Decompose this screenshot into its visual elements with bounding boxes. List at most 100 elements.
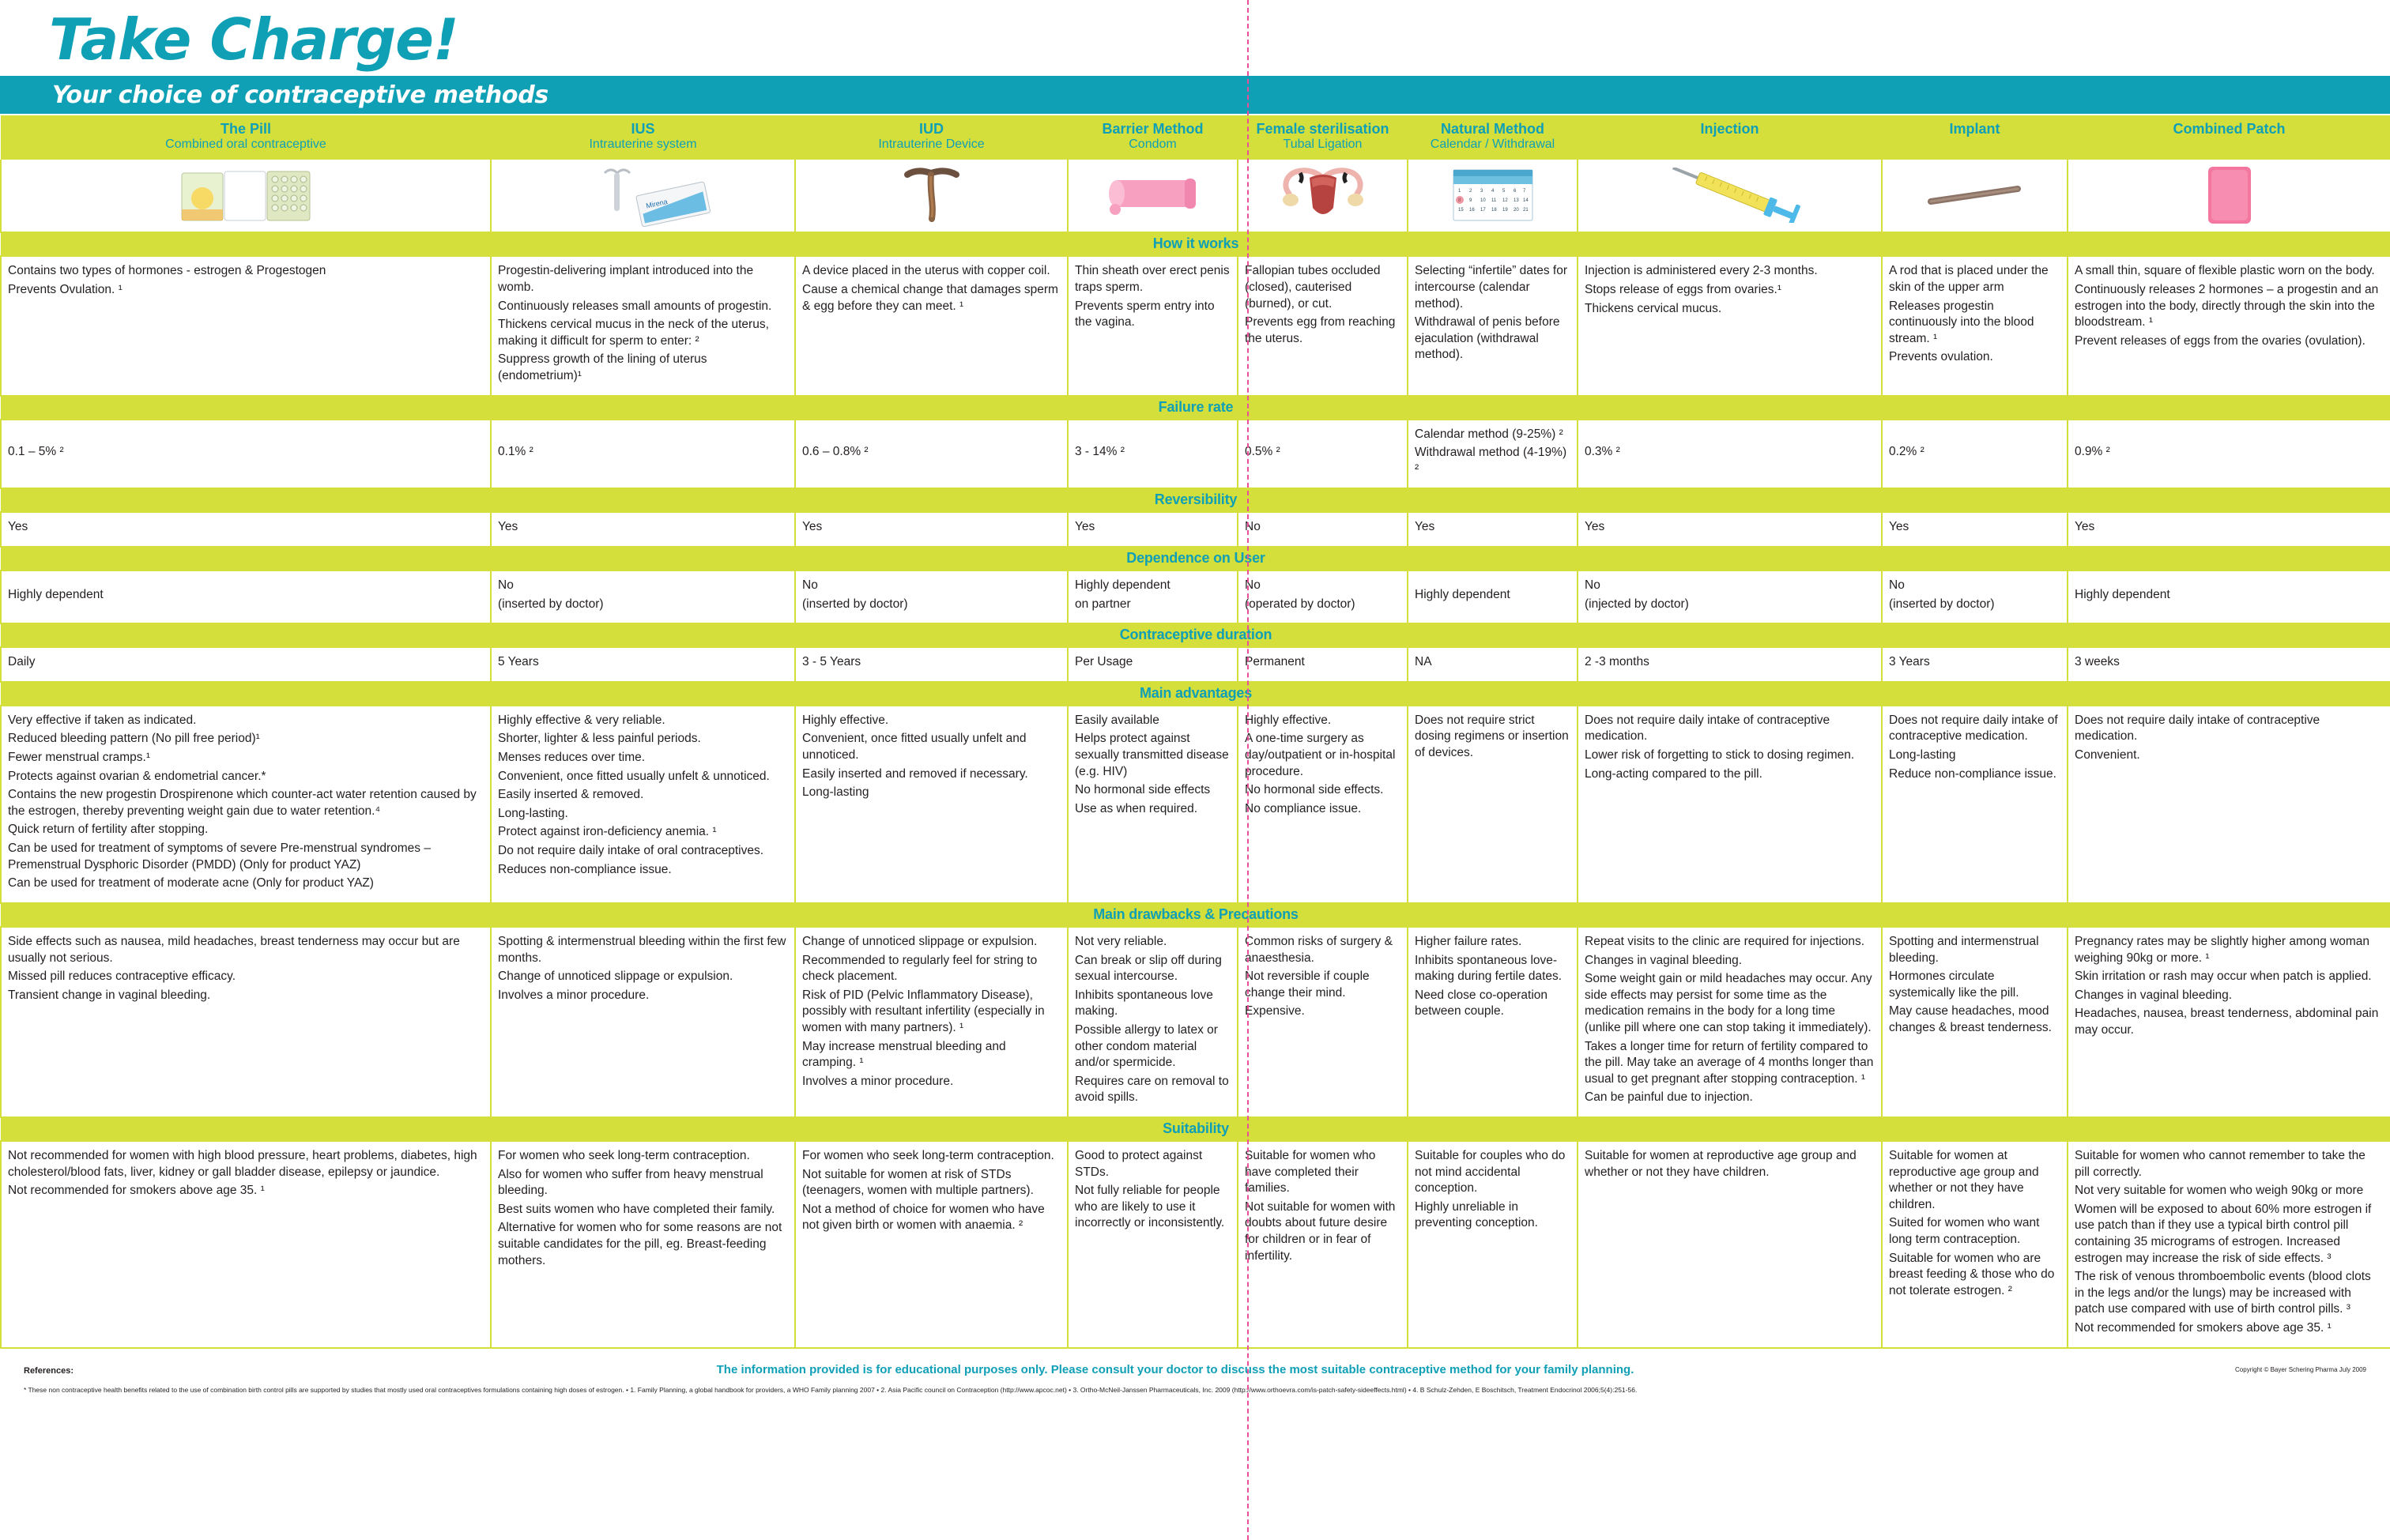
- cell-line: Long-lasting: [1889, 748, 1956, 762]
- svg-text:3: 3: [1480, 189, 1483, 194]
- cell-drawbacks-natural-method: Higher failure rates. Inhibits spontaneou…: [1407, 925, 1578, 1119]
- condom-icon: [1070, 161, 1235, 229]
- cell-line: Suitable for women who are breast feedin…: [1889, 1251, 2055, 1297]
- masthead: Take Charge!: [0, 0, 2390, 68]
- cell-line: Skin irritation or rash may occur when p…: [2075, 970, 2372, 984]
- column-title: IUS: [631, 121, 655, 137]
- cell-line: 0.1 – 5% ²: [8, 444, 64, 458]
- cell-line: Selecting “infertile” dates for intercou…: [1415, 264, 1567, 311]
- section-data-row-how-it-works: Contains two types of hormones - estroge…: [0, 255, 2390, 397]
- cell-line: Some weight gain or mild headaches may o…: [1585, 972, 1872, 1034]
- cell-line: Suitable for women at reproductive age g…: [1585, 1149, 1857, 1179]
- section-band-row: Suitability: [1, 1117, 2390, 1141]
- image-cell-iud: [794, 160, 1069, 234]
- cell-drawbacks-female-sterilisation: Common risks of surgery & anaesthesia. No…: [1237, 925, 1408, 1119]
- cell-line: Can be used for treatment of symptoms of…: [8, 842, 431, 872]
- image-cell-the-pill: [0, 160, 492, 234]
- cell-line: Hormones circulate systemically like the…: [1889, 970, 2019, 1000]
- column-subtitle: Intrauterine system: [589, 137, 697, 151]
- section-data-row-failure-rate: 0.1 – 5% ² 0.1% ² 0.6 – 0.8% ² 3 - 14% ²…: [0, 418, 2390, 490]
- cell-drawbacks-iud: Change of unnoticed slippage or expulsio…: [794, 925, 1069, 1119]
- cell-line: Not suitable for women at risk of STDs (…: [802, 1167, 1034, 1198]
- cell-suitability-ius: For women who seek long-term contracepti…: [490, 1140, 796, 1349]
- cell-line: 3 Years: [1889, 655, 1930, 669]
- cell-line: Takes a longer time for return of fertil…: [1585, 1039, 1874, 1086]
- section-data-row-reversibility: Yes Yes Yes Yes No Yes Yes Yes Yes: [0, 511, 2390, 548]
- cell-line: Fewer menstrual cramps.¹: [8, 751, 151, 765]
- cell-line: Not fully reliable for people who are li…: [1075, 1184, 1225, 1230]
- image-cell-barrier-method: [1067, 160, 1238, 234]
- cell-line: Prevents Ovulation. ¹: [8, 282, 123, 296]
- column-title: Natural Method: [1440, 121, 1544, 137]
- cell-suitability-natural-method: Suitable for couples who do not mind acc…: [1407, 1140, 1578, 1349]
- cell-line: Protect against iron-deficiency anemia. …: [498, 825, 717, 839]
- cell-line: A one-time surgery as day/outpatient or …: [1245, 732, 1396, 778]
- iud-copper-coil-icon: [797, 161, 1065, 229]
- cell-line: 0.3% ²: [1585, 444, 1620, 458]
- cell-dependence-injection: No (injected by doctor): [1577, 569, 1883, 625]
- cell-duration-iud: 3 - 5 Years: [794, 646, 1069, 683]
- column-header-injection: Injection: [1578, 115, 1882, 160]
- cell-failure-rate-injection: 0.3% ²: [1577, 418, 1883, 490]
- page-title: Take Charge!: [49, 6, 459, 73]
- cell-line: Easily available: [1075, 713, 1159, 727]
- cell-suitability-combined-patch: Suitable for women who cannot remember t…: [2067, 1140, 2390, 1349]
- cell-how-it-works-natural-method: Selecting “infertile” dates for intercou…: [1407, 255, 1578, 397]
- cell-line: Can be used for treatment of moderate ac…: [8, 876, 374, 890]
- cell-line: Not suitable for women with doubts about…: [1245, 1199, 1396, 1263]
- column-title: Injection: [1700, 121, 1759, 137]
- cell-line: Shorter, lighter & less painful periods.: [498, 732, 701, 746]
- cell-advantages-implant: Does not require daily intake of contrac…: [1881, 704, 2068, 904]
- column-header-female-sterilisation: Female sterilisation Tubal Ligation: [1238, 115, 1408, 160]
- cell-line: Continuously releases small amounts of p…: [498, 299, 772, 313]
- cell-line: (inserted by doctor): [498, 597, 604, 611]
- uterus-icon: [1240, 161, 1405, 229]
- cell-line: Prevents sperm entry into the vagina.: [1075, 299, 1215, 329]
- cell-advantages-female-sterilisation: Highly effective. A one-time surgery as d…: [1237, 704, 1408, 904]
- cell-line: 0.5% ²: [1245, 444, 1280, 458]
- cell-dependence-combined-patch: Highly dependent: [2067, 569, 2390, 625]
- column-subtitle: Condom: [1129, 137, 1177, 151]
- column-title: IUD: [919, 121, 944, 137]
- section-band-row: Contraceptive duration: [1, 623, 2390, 648]
- cell-dependence-iud: No (inserted by doctor): [794, 569, 1069, 625]
- cell-line: May cause headaches, mood changes & brea…: [1889, 1004, 2052, 1034]
- cell-line: Involves a minor procedure.: [802, 1074, 954, 1088]
- cell-line: 5 Years: [498, 655, 539, 669]
- cell-line: 2 -3 months: [1585, 655, 1649, 669]
- svg-text:13: 13: [1514, 198, 1519, 203]
- cell-line: Not recommended for smokers above age 35…: [8, 1184, 265, 1198]
- cell-line: Thin sheath over erect penis traps sperm…: [1075, 264, 1230, 294]
- cell-line: Highly dependent: [2075, 587, 2170, 601]
- references-text: * These non contraceptive health benefit…: [24, 1385, 1638, 1394]
- cell-line: (injected by doctor): [1585, 597, 1689, 611]
- cell-failure-rate-ius: 0.1% ²: [490, 418, 796, 490]
- cell-line: Requires care on removal to avoid spills…: [1075, 1074, 1229, 1105]
- column-title: Implant: [1949, 121, 2000, 137]
- cell-advantages-ius: Highly effective & very reliable. Shorter…: [490, 704, 796, 904]
- cell-duration-barrier-method: Per Usage: [1067, 646, 1238, 683]
- svg-text:11: 11: [1491, 198, 1497, 203]
- cell-line: Reduced bleeding pattern (No pill free p…: [8, 732, 260, 746]
- cell-advantages-iud: Highly effective. Convenient, once fitted…: [794, 704, 1069, 904]
- cell-advantages-injection: Does not require daily intake of contrac…: [1577, 704, 1883, 904]
- cell-line: Progestin-delivering implant introduced …: [498, 264, 754, 294]
- column-subtitle: Tubal Ligation: [1283, 137, 1363, 151]
- cell-how-it-works-injection: Injection is administered every 2-3 mont…: [1577, 255, 1883, 397]
- svg-text:20: 20: [1514, 208, 1519, 213]
- cell-line: Use as when required.: [1075, 801, 1198, 815]
- column-title: The Pill: [220, 121, 271, 137]
- cell-dependence-natural-method: Highly dependent: [1407, 569, 1578, 625]
- cell-line: Change of unnoticed slippage or expulsio…: [498, 970, 733, 984]
- cell-suitability-iud: For women who seek long-term contracepti…: [794, 1140, 1069, 1349]
- cell-drawbacks-the-pill: Side effects such as nausea, mild headac…: [0, 925, 492, 1119]
- cell-line: Higher failure rates.: [1415, 934, 1522, 948]
- cell-duration-combined-patch: 3 weeks: [2067, 646, 2390, 683]
- cell-line: Yes: [1415, 520, 1435, 534]
- cell-line: Spotting and intermenstrual bleeding.: [1889, 934, 2039, 965]
- cell-line: Suitable for women who have completed th…: [1245, 1149, 1376, 1195]
- contraceptive-comparison-table: The Pill Combined oral contraceptive IUS…: [0, 115, 2390, 1349]
- cell-line: Permanent: [1245, 655, 1305, 669]
- cell-dependence-implant: No (inserted by doctor): [1881, 569, 2068, 625]
